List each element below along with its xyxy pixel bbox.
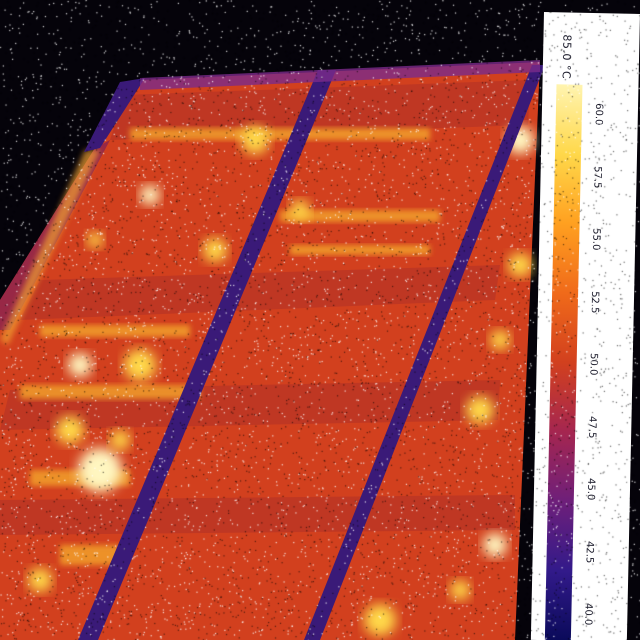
hot-spot — [68, 353, 92, 377]
hot-spot — [56, 416, 84, 444]
hot-spot — [466, 396, 494, 424]
hot-band — [40, 325, 190, 337]
legend-tick: 50.0 — [587, 352, 599, 376]
legend-tick: 45.0 — [584, 477, 597, 501]
legend-color-bar — [544, 84, 583, 640]
legend-unit-label: 85.0 °C — [559, 34, 574, 80]
legend-tick: 55.0 — [590, 228, 602, 251]
hot-band — [290, 245, 430, 255]
legend-tick: 52.5 — [588, 290, 601, 313]
hot-spot — [241, 126, 269, 154]
hot-band — [130, 128, 430, 140]
hot-band — [20, 385, 200, 399]
legend-tick: 40.0 — [582, 602, 594, 626]
hot-spot — [203, 238, 227, 262]
legend-tick: 42.5 — [583, 540, 595, 563]
hot-spot — [508, 253, 532, 277]
hot-spot — [124, 349, 156, 381]
hot-spot — [490, 330, 510, 350]
hot-spot — [87, 232, 103, 248]
hot-spot — [483, 533, 507, 557]
hot-spot — [290, 200, 310, 220]
hot-spot — [110, 430, 130, 450]
legend-tick: 47.5 — [586, 415, 598, 438]
legend-tick: 57.5 — [591, 165, 603, 189]
hot-spot — [140, 185, 160, 205]
hot-spot — [28, 568, 52, 592]
temperature-legend: 85.0 °C 60.0 57.5 55.0 52.5 50.0 47.5 45.0 42.5… — [530, 12, 640, 640]
legend-tick: 60.0 — [592, 103, 605, 126]
panel-row-shade — [0, 495, 515, 535]
hot-spot — [78, 448, 122, 492]
hot-spot — [364, 604, 396, 636]
hot-spot — [450, 580, 470, 600]
